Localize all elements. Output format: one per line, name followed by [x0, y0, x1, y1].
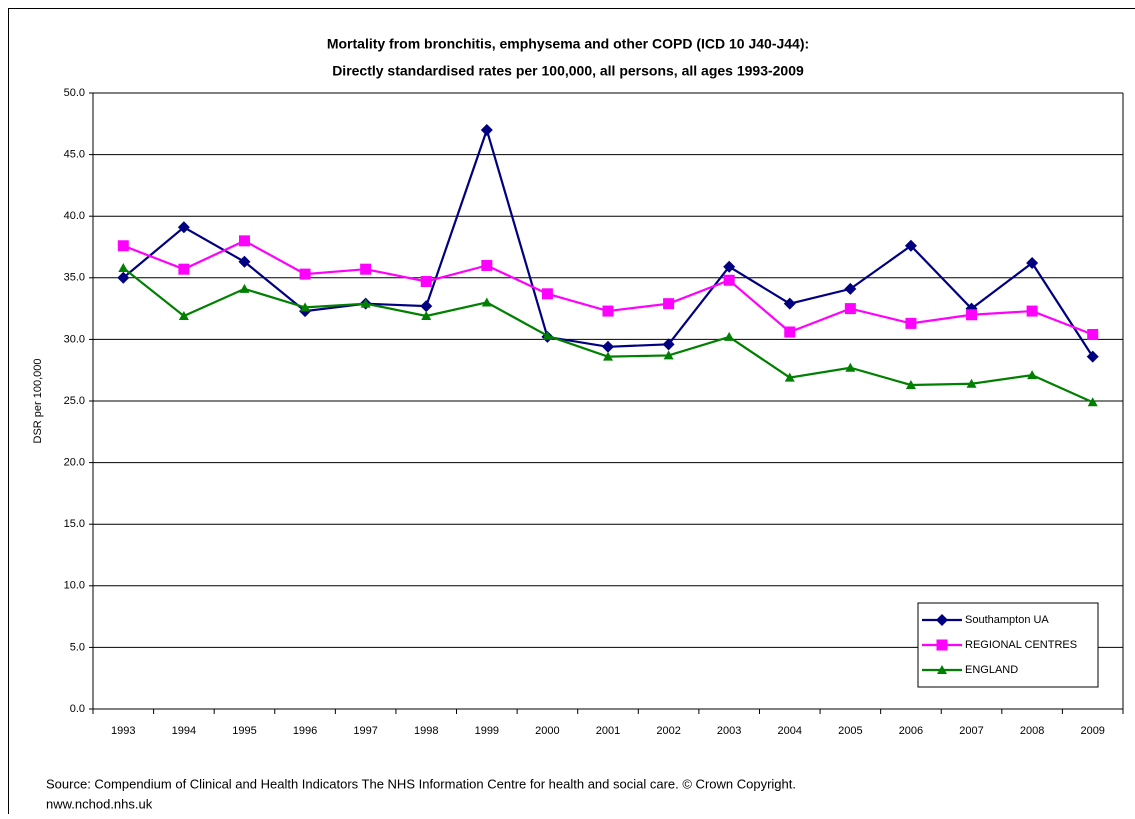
legend-label: REGIONAL CENTRES: [965, 639, 1077, 651]
source-note: nww.nchod.nhs.uk: [46, 796, 153, 811]
y-tick-label: 35.0: [64, 272, 85, 284]
marker: [784, 298, 796, 310]
x-tick-label: 2009: [1080, 725, 1104, 737]
x-tick-label: 2001: [596, 725, 620, 737]
x-tick-label: 2003: [717, 725, 741, 737]
marker: [360, 264, 371, 275]
x-tick-label: 2007: [959, 725, 983, 737]
marker: [724, 332, 734, 341]
x-tick-label: 1999: [475, 725, 499, 737]
legend-label: ENGLAND: [965, 664, 1018, 676]
y-tick-label: 30.0: [64, 333, 85, 345]
marker: [421, 276, 432, 287]
y-tick-label: 40.0: [64, 210, 85, 222]
y-axis-label: DSR per 100,000: [32, 359, 44, 444]
legend-label: Southampton UA: [965, 614, 1049, 626]
marker: [603, 306, 614, 317]
x-tick-label: 1998: [414, 725, 438, 737]
x-tick-label: 2004: [778, 725, 802, 737]
marker: [118, 263, 128, 272]
marker: [905, 318, 916, 329]
marker: [602, 341, 614, 353]
marker: [784, 327, 795, 338]
y-tick-label: 5.0: [70, 641, 85, 653]
marker: [966, 309, 977, 320]
marker: [481, 260, 492, 271]
marker: [178, 264, 189, 275]
marker: [1027, 306, 1038, 317]
y-tick-label: 25.0: [64, 395, 85, 407]
marker: [724, 275, 735, 286]
x-tick-label: 2000: [535, 725, 559, 737]
x-tick-label: 2005: [838, 725, 862, 737]
x-tick-label: 2006: [899, 725, 923, 737]
y-tick-label: 50.0: [64, 87, 85, 99]
source-note: Source: Compendium of Clinical and Healt…: [46, 776, 796, 791]
chart-title: Mortality from bronchitis, emphysema and…: [327, 36, 809, 52]
marker: [542, 288, 553, 299]
marker: [663, 298, 674, 309]
x-tick-label: 1994: [172, 725, 196, 737]
marker: [239, 235, 250, 246]
y-tick-label: 20.0: [64, 457, 85, 469]
y-tick-label: 0.0: [70, 703, 85, 715]
y-tick-label: 15.0: [64, 518, 85, 530]
marker: [1087, 351, 1099, 363]
x-tick-label: 1996: [293, 725, 317, 737]
x-tick-label: 1995: [232, 725, 256, 737]
x-tick-label: 2008: [1020, 725, 1044, 737]
legend-marker: [937, 640, 948, 651]
series-line: [123, 241, 1092, 335]
chart-title: Directly standardised rates per 100,000,…: [332, 63, 804, 79]
marker: [1087, 329, 1098, 340]
x-tick-label: 1997: [353, 725, 377, 737]
x-tick-label: 2002: [656, 725, 680, 737]
marker: [845, 303, 856, 314]
marker: [482, 297, 492, 306]
series-line: [123, 268, 1092, 402]
chart-border: [9, 9, 1135, 815]
marker: [118, 240, 129, 251]
marker: [300, 269, 311, 280]
marker: [481, 124, 493, 136]
marker: [420, 300, 432, 312]
marker: [239, 284, 249, 293]
y-tick-label: 10.0: [64, 580, 85, 592]
y-tick-label: 45.0: [64, 149, 85, 161]
x-tick-label: 1993: [111, 725, 135, 737]
series-line: [123, 130, 1092, 357]
